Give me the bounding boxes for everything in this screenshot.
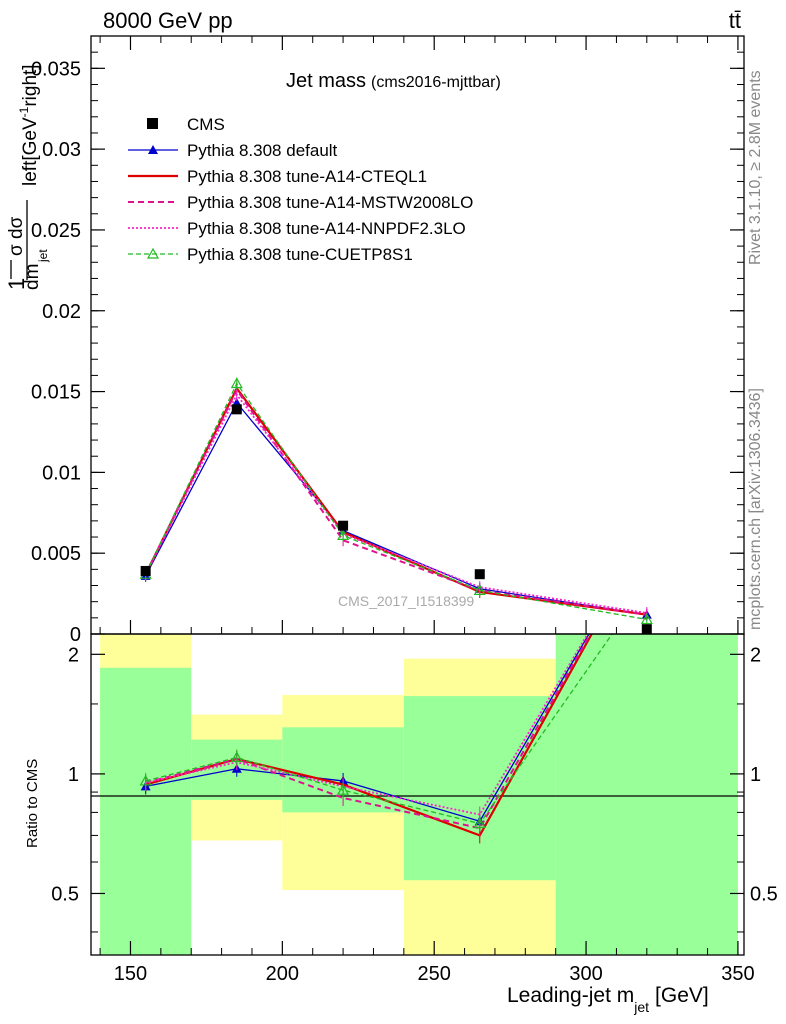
main-ytick-label: 0.02 xyxy=(42,301,81,323)
main-ytick-label: 0.01 xyxy=(42,462,81,484)
axes-ticks: 0 0.005 0.01 0.015 0.02 0.025 0.03 0.035 0.5 0.5 1… xyxy=(31,36,778,985)
legend: CMS Pythia 8.308 default Pythia 8.308 tune… xyxy=(128,115,473,264)
band-green-0 xyxy=(100,667,192,955)
main-ytick-label: 0.035 xyxy=(31,58,81,80)
ratio-plot-frame xyxy=(90,633,745,956)
ratio-marker xyxy=(230,751,243,763)
band-green-4 xyxy=(555,634,738,955)
svg-text:left[GeV-1right]: left[GeV-1right] xyxy=(17,64,41,186)
band-green-3 xyxy=(403,696,556,881)
main-ytick-label: 0.005 xyxy=(31,543,81,565)
main-line-pythia-8-308-tune-a14-mstw2008lo xyxy=(144,388,647,616)
ratio-ytick-label-right: 0.5 xyxy=(750,883,778,905)
ratio-ytick-label: 0.5 xyxy=(51,883,79,905)
legend-label: Pythia 8.308 tune-CUETP8S1 xyxy=(187,245,413,264)
ratio-ytick-label: 1 xyxy=(68,764,79,786)
ratio-line-pythia-8-308-tune-cuetp8s1 xyxy=(145,634,613,825)
main-line-pythia-8-308-default xyxy=(145,401,647,616)
xtick-label: 300 xyxy=(569,963,602,985)
legend-marker xyxy=(148,145,158,154)
ratio-marker xyxy=(473,817,486,829)
svg-text:jet: jet xyxy=(36,249,50,263)
ratio-uncertainty-bands xyxy=(100,634,738,955)
chart-title: Jet mass (cms2016-mjttbar) xyxy=(286,70,501,92)
ratio-series-group xyxy=(139,634,613,844)
cms-data-point xyxy=(338,520,349,531)
svg-text:dσ: dσ xyxy=(6,216,27,239)
analysis-watermark: CMS_2017_I1518399 xyxy=(338,593,474,609)
main-marker xyxy=(640,613,653,625)
cms-data-point xyxy=(140,565,151,576)
ratio-ytick-label-right: 2 xyxy=(750,644,761,666)
xtick-label: 350 xyxy=(721,963,754,985)
legend-marker-cms xyxy=(147,118,158,129)
ratio-marker xyxy=(139,774,152,786)
xtick-label: 150 xyxy=(114,963,147,985)
main-marker xyxy=(473,584,486,595)
beam-energy-label: 8000 GeV pp xyxy=(103,8,233,33)
main-series-group xyxy=(139,377,653,626)
x-axis-label: Leading-jet mjet [GeV] xyxy=(507,984,709,1015)
main-line-pythia-8-308-tune-a14-cteql1 xyxy=(144,386,647,616)
legend-label: Pythia 8.308 default xyxy=(187,141,338,160)
ratio-marker xyxy=(337,783,350,795)
legend-label: Pythia 8.308 tune-A14-CTEQL1 xyxy=(187,167,427,186)
svg-text:dm: dm xyxy=(22,264,43,290)
svg-text:1: 1 xyxy=(4,278,29,290)
ratio-y-axis-label: Ratio to CMS xyxy=(24,759,41,848)
cms-data-point xyxy=(474,569,485,580)
xtick-label: 200 xyxy=(266,963,299,985)
legend-label: Pythia 8.308 tune-A14-NNPDF2.3LO xyxy=(187,219,466,238)
svg-text:σ: σ xyxy=(6,244,27,256)
main-ytick-label: 0 xyxy=(70,624,81,646)
mcplots-url-label: mcplots.cern.ch [arXiv:1306.3436] xyxy=(747,388,764,630)
ratio-line-pythia-8-308-tune-a14-mstw2008lo xyxy=(145,634,592,830)
main-ytick-label: 0.03 xyxy=(42,139,81,161)
main-ytick-label: 0.015 xyxy=(31,382,81,404)
ratio-ytick-label-right: 1 xyxy=(750,764,761,786)
main-marker xyxy=(337,529,350,541)
main-ytick-label: 0.025 xyxy=(31,220,81,242)
legend-marker xyxy=(146,247,160,259)
ratio-ytick-label: 2 xyxy=(68,644,79,666)
xtick-label: 250 xyxy=(418,963,451,985)
legend-label: Pythia 8.308 tune-A14-MSTW2008LO xyxy=(187,193,473,212)
main-marker xyxy=(230,377,243,389)
legend-label-cms: CMS xyxy=(187,115,225,134)
process-label: tt̄ xyxy=(729,8,741,33)
main-line-pythia-8-308-tune-a14-nnpdf2-3lo xyxy=(144,393,647,614)
rivet-version-label: Rivet 3.1.10, ≥ 2.8M events xyxy=(747,70,764,265)
cms-data-point xyxy=(231,404,242,415)
main-y-axis-label: 1 σ dσ dm jet left[GeV-1right] xyxy=(4,64,50,290)
